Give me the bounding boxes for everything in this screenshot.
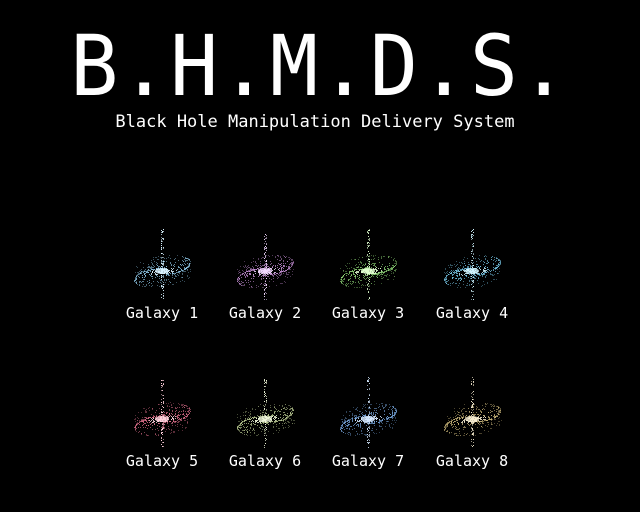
game-subtitle: Black Hole Manipulation Delivery System bbox=[115, 112, 515, 132]
galaxy-7-label: Galaxy 7 bbox=[331, 452, 405, 470]
galaxy-1-icon bbox=[134, 229, 191, 299]
galaxy-option-4[interactable]: Galaxy 4 bbox=[420, 225, 524, 335]
galaxy-3-icon bbox=[340, 229, 397, 300]
galaxy-8-label: Galaxy 8 bbox=[435, 452, 509, 470]
galaxy-1-label: Galaxy 1 bbox=[125, 304, 199, 322]
game-title: B.H.M.D.S. bbox=[70, 17, 570, 115]
galaxy-6-icon bbox=[237, 379, 295, 448]
galaxy-5-label: Galaxy 5 bbox=[125, 452, 199, 470]
galaxy-5-icon bbox=[134, 380, 191, 447]
galaxy-option-8[interactable]: Galaxy 8 bbox=[420, 373, 524, 483]
galaxy-option-5[interactable]: Galaxy 5 bbox=[110, 373, 214, 483]
galaxy-7-icon bbox=[340, 377, 397, 448]
galaxy-3-label: Galaxy 3 bbox=[331, 304, 405, 322]
galaxy-6-label: Galaxy 6 bbox=[228, 452, 302, 470]
galaxy-option-2[interactable]: Galaxy 2 bbox=[213, 225, 317, 335]
galaxy-option-1[interactable]: Galaxy 1 bbox=[110, 225, 214, 335]
galaxy-2-icon bbox=[237, 234, 294, 300]
galaxy-4-label: Galaxy 4 bbox=[435, 304, 509, 322]
galaxy-8-icon bbox=[444, 377, 502, 447]
galaxy-2-label: Galaxy 2 bbox=[228, 304, 302, 322]
galaxy-option-3[interactable]: Galaxy 3 bbox=[316, 225, 420, 335]
galaxy-4-icon bbox=[444, 229, 501, 300]
galaxy-option-7[interactable]: Galaxy 7 bbox=[316, 373, 420, 483]
galaxy-selection-grid: Galaxy 1 Galaxy 2 Galaxy 3 Galaxy 4 Gala… bbox=[110, 225, 530, 485]
galaxy-option-6[interactable]: Galaxy 6 bbox=[213, 373, 317, 483]
